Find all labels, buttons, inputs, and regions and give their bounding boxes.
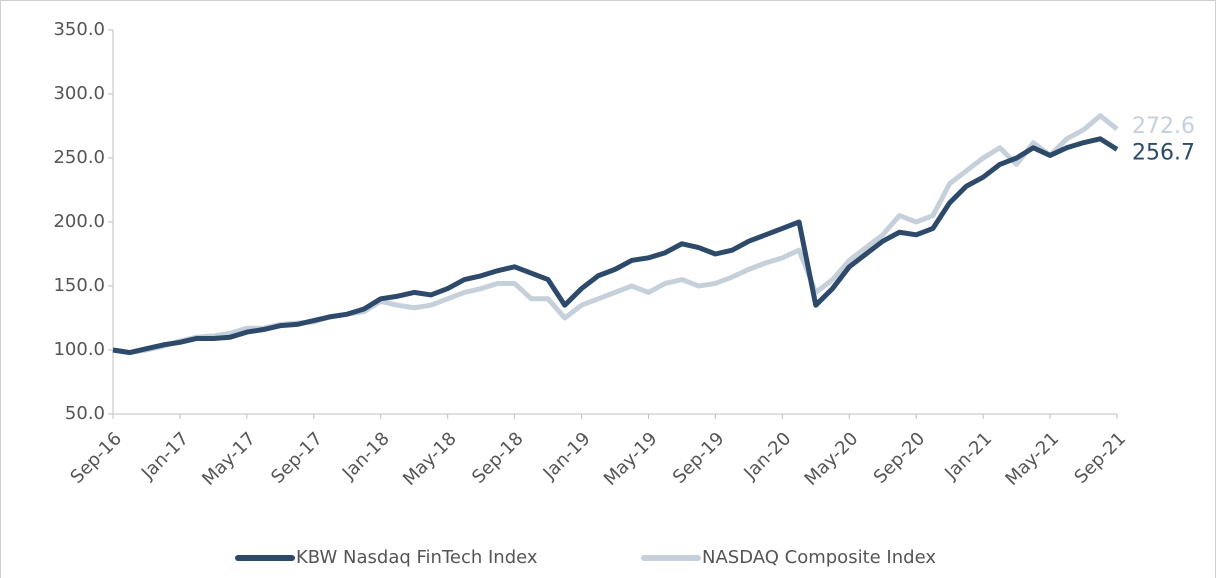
x-tick-label: Jan-17: [137, 428, 193, 484]
x-tick-label: May-20: [801, 428, 863, 490]
series-line: [112, 136, 1119, 356]
x-tick-label: Sep-20: [870, 428, 930, 488]
y-tick-label: 200.0: [53, 211, 105, 232]
y-tick-label: 100.0: [53, 339, 105, 360]
legend-label: NASDAQ Composite Index: [702, 547, 936, 568]
x-tick-label: May-21: [1001, 428, 1063, 490]
x-tick-label: Sep-21: [1070, 428, 1130, 488]
x-tick-label: May-19: [600, 428, 662, 490]
x-tick-label: May-17: [198, 428, 260, 490]
x-tick-label: Sep-19: [669, 428, 729, 488]
x-tick-label: Jan-19: [539, 428, 595, 484]
x-tick-label: Sep-18: [468, 428, 528, 488]
legend-label: KBW Nasdaq FinTech Index: [296, 547, 538, 568]
end-value-label: 256.7: [1132, 140, 1195, 165]
x-tick-label: Sep-17: [267, 428, 327, 488]
x-tick-label: May-18: [399, 428, 461, 490]
y-tick-label: 50.0: [65, 403, 105, 424]
x-tick-label: Jan-20: [739, 428, 795, 484]
x-tick-label: Jan-18: [338, 428, 394, 484]
y-tick-label: 150.0: [53, 275, 105, 296]
series-line: [112, 113, 1119, 356]
y-tick-label: 350.0: [53, 19, 105, 40]
x-tick-label: Jan-21: [940, 428, 996, 484]
end-value-label: 272.6: [1132, 114, 1195, 139]
y-tick-label: 300.0: [53, 83, 105, 104]
x-tick-label: Sep-16: [66, 428, 126, 488]
y-tick-label: 250.0: [53, 147, 105, 168]
